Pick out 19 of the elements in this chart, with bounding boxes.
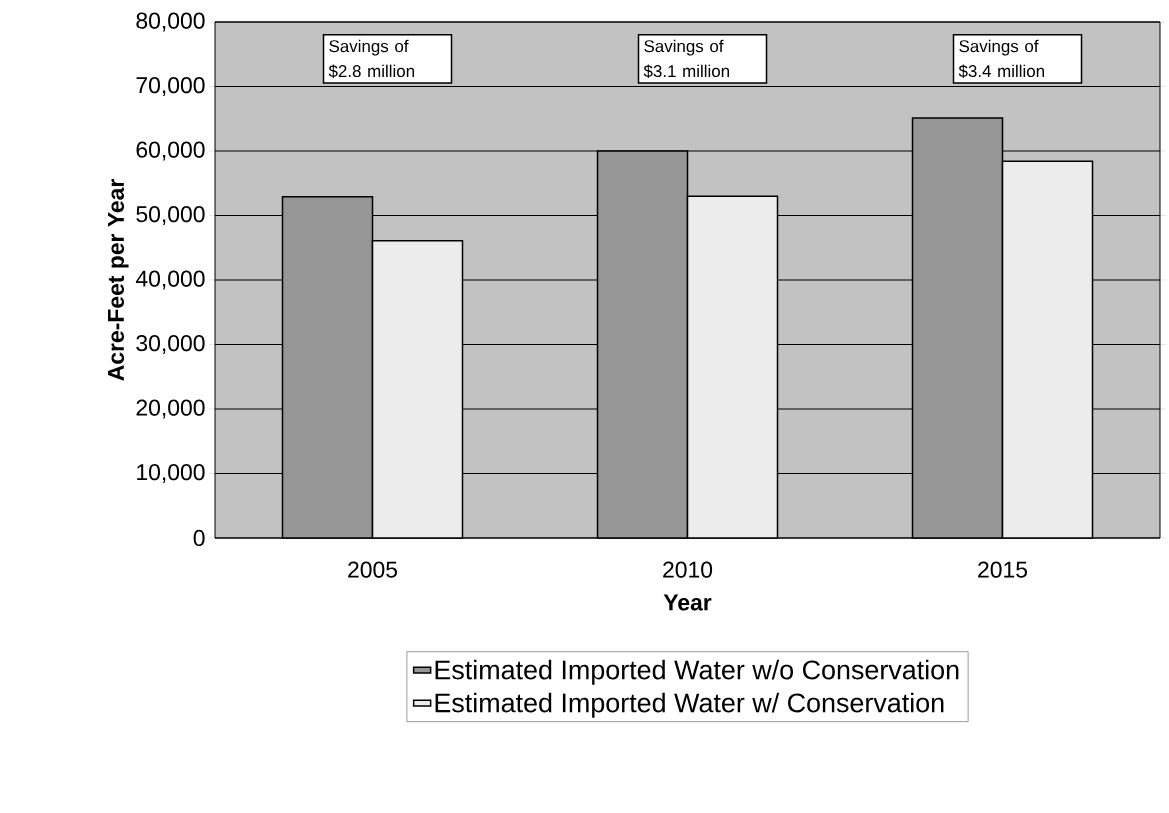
y-tick-label: 60,000 xyxy=(136,141,205,161)
annotation: Savings of $3.4 million xyxy=(958,39,1044,79)
y-tick-label: 70,000 xyxy=(136,77,205,96)
annotation: Savings of $2.8 million xyxy=(328,39,414,79)
legend-label: Estimated Imported Water w/o Conservation xyxy=(435,659,959,685)
y-tick-label: 30,000 xyxy=(136,335,205,354)
y-tick-label: 40,000 xyxy=(135,270,205,290)
y-tick-label: 10,000 xyxy=(137,464,205,483)
x-axis-title: Year xyxy=(663,594,712,611)
annotation: Savings of $3.1 million xyxy=(643,39,729,79)
y-tick-label: 50,000 xyxy=(136,206,205,225)
x-tick-label: 2005 xyxy=(348,561,398,578)
x-tick-label: 2015 xyxy=(978,561,1028,578)
legend-label: Estimated Imported Water w/ Conservation xyxy=(435,692,944,718)
y-tick-label: 20,000 xyxy=(136,399,205,419)
x-tick-label: 2010 xyxy=(663,561,713,578)
y-tick-label: 0 xyxy=(193,529,205,547)
y-tick-label: 80,000 xyxy=(136,12,205,32)
y-axis-title: Acre-Feet per Year xyxy=(108,179,129,381)
